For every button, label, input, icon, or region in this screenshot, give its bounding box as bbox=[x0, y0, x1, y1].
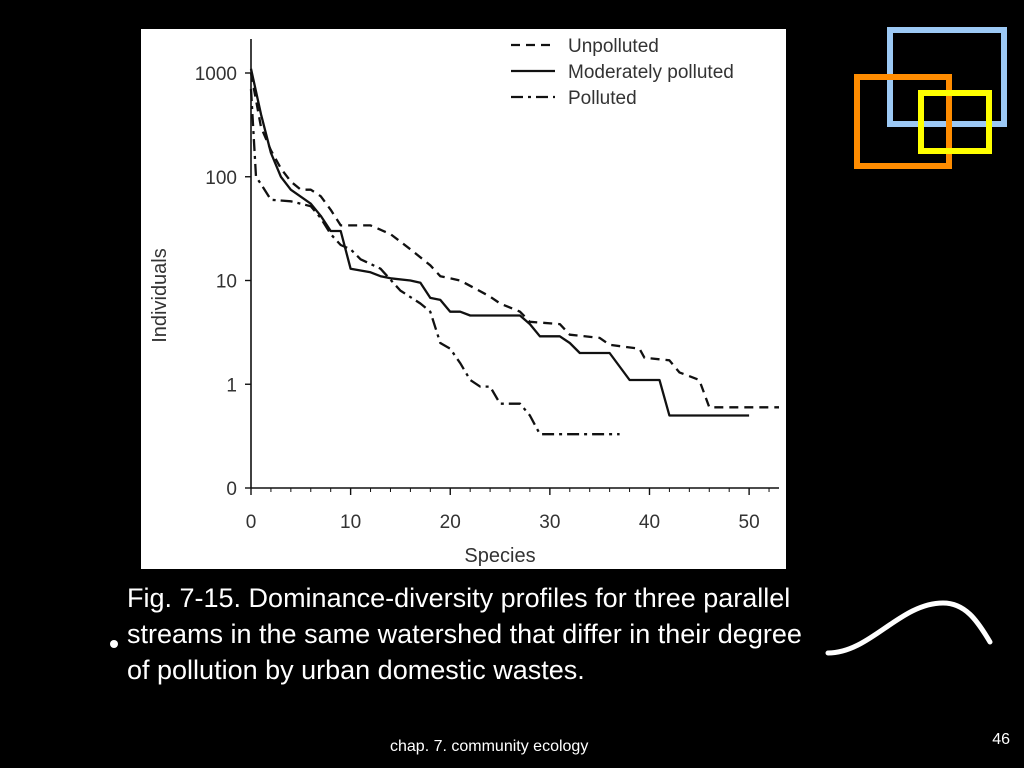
y-axis-label: Individuals bbox=[149, 248, 171, 343]
hump-curve-icon bbox=[825, 600, 993, 656]
y-tick-label: 100 bbox=[205, 168, 237, 189]
x-tick-label: 20 bbox=[440, 512, 461, 533]
x-tick-label: 0 bbox=[246, 512, 257, 533]
legend-label: Polluted bbox=[568, 88, 637, 109]
legend-label: Unpolluted bbox=[568, 36, 659, 57]
page-number: 46 bbox=[992, 731, 1010, 748]
chart-svg: 0 10 20 30 40 50 0 1 10 100 1000 Species Individuals… bbox=[149, 36, 779, 567]
figure-caption: Fig. 7-15. Dominance-diversity profiles … bbox=[127, 583, 802, 685]
x-tick-label: 10 bbox=[340, 512, 361, 533]
series-line-unpolluted bbox=[249, 72, 779, 409]
chart-panel: 0 10 20 30 40 50 0 1 10 100 1000 Species Individuals… bbox=[141, 29, 786, 569]
x-tick-label: 50 bbox=[739, 512, 760, 533]
y-tick-label: 10 bbox=[216, 272, 237, 293]
y-tick-label: 0 bbox=[226, 479, 237, 500]
y-tick-label: 1000 bbox=[195, 64, 237, 85]
series-line-polluted bbox=[249, 89, 620, 436]
bullet-dot bbox=[110, 640, 118, 648]
y-tick-label: 1 bbox=[226, 375, 237, 396]
deco-orange-square bbox=[854, 74, 952, 169]
footer-text: chap. 7. community ecology bbox=[390, 738, 589, 755]
series-line-moderately-polluted bbox=[249, 68, 750, 417]
deco-yellow-square bbox=[918, 90, 992, 154]
legend-label: Moderately polluted bbox=[568, 62, 734, 83]
x-tick-label: 40 bbox=[639, 512, 660, 533]
x-tick-label: 30 bbox=[539, 512, 560, 533]
x-axis-label: Species bbox=[464, 545, 535, 567]
